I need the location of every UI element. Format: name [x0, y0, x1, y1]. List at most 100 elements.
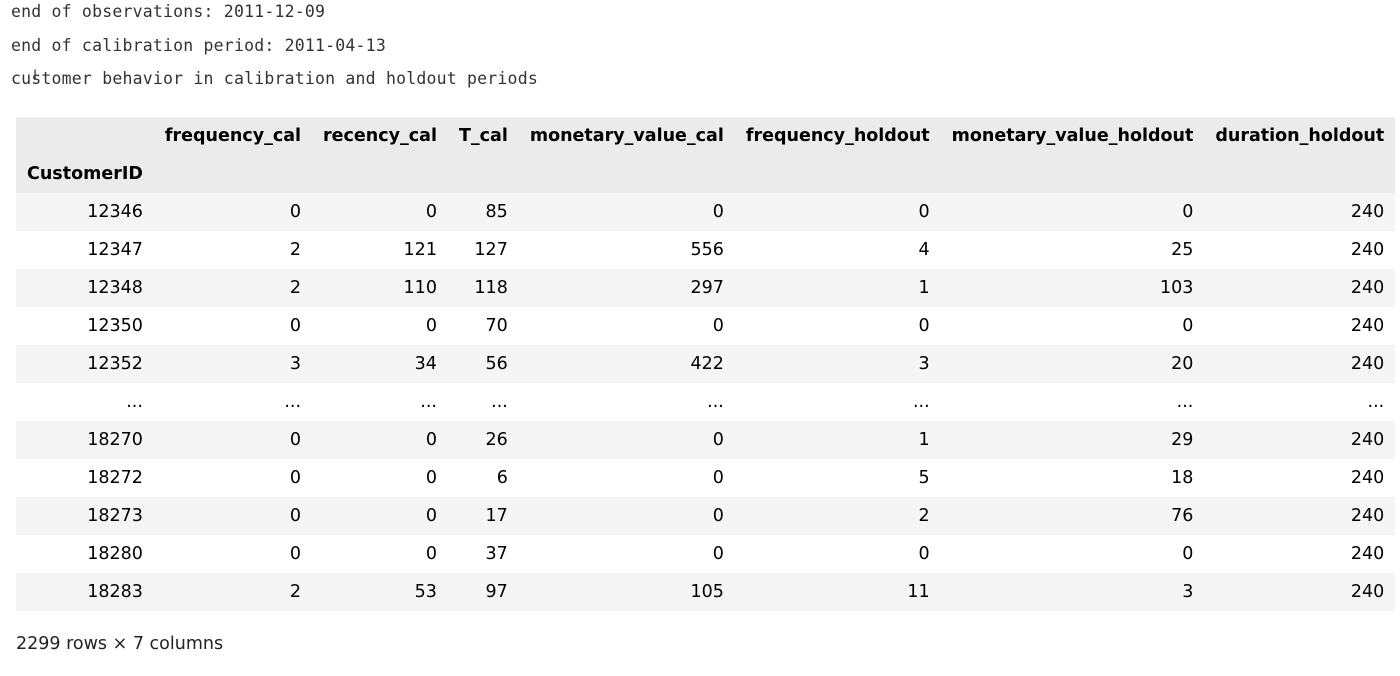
column-header: frequency_holdout	[734, 117, 941, 155]
text-cursor-icon: I	[33, 68, 38, 84]
table-cell: 240	[1204, 345, 1396, 383]
table-cell: 0	[734, 535, 941, 573]
table-cell: 1	[734, 421, 941, 459]
table-cell: 18	[940, 459, 1205, 497]
table-cell: 0	[312, 497, 448, 535]
table-cell: 0	[312, 193, 448, 231]
table-cell: 240	[1204, 231, 1396, 269]
row-index: 18283	[16, 573, 154, 611]
table-cell: ...	[518, 383, 735, 421]
table-cell: 1	[734, 269, 941, 307]
table-cell: 240	[1204, 459, 1396, 497]
row-index: 12348	[16, 269, 154, 307]
table-cell: 26	[447, 421, 519, 459]
table-cell: 0	[940, 307, 1205, 345]
table-cell: 103	[940, 269, 1205, 307]
table-cell: 240	[1204, 535, 1396, 573]
table-cell: 240	[1204, 497, 1396, 535]
table-cell: ...	[153, 383, 313, 421]
row-index: 12352	[16, 345, 154, 383]
table-cell: 3	[940, 573, 1205, 611]
table-cell: 0	[153, 193, 313, 231]
table-cell: ...	[734, 383, 941, 421]
table-cell: 0	[518, 535, 735, 573]
table-cell: 422	[518, 345, 735, 383]
table-cell: 3	[734, 345, 941, 383]
table-cell: ...	[940, 383, 1205, 421]
column-header-row: frequency_cal recency_cal T_cal monetary…	[16, 117, 1396, 155]
row-index: 18273	[16, 497, 154, 535]
table-cell: 0	[518, 497, 735, 535]
table-cell: 0	[153, 421, 313, 459]
table-cell: 0	[734, 307, 941, 345]
stdout-line: end of observations: 2011-12-09	[11, 2, 326, 21]
table-cell: 118	[447, 269, 519, 307]
table-cell: 0	[734, 193, 941, 231]
table-cell: 6	[447, 459, 519, 497]
row-index: 12347	[16, 231, 154, 269]
table-cell: 0	[312, 307, 448, 345]
table-cell: 25	[940, 231, 1205, 269]
dataframe-output: frequency_cal recency_cal T_cal monetary…	[16, 117, 1396, 611]
table-cell: ...	[312, 383, 448, 421]
table-cell: 0	[518, 193, 735, 231]
table-cell: 0	[153, 497, 313, 535]
table-cell: 105	[518, 573, 735, 611]
blank-header-cell	[1204, 155, 1396, 193]
dataframe-shape: 2299 rows × 7 columns	[16, 634, 224, 654]
table-cell: 240	[1204, 193, 1396, 231]
table-cell: 3	[153, 345, 313, 383]
table-row: 12346 0 0 85 0 0 0 240	[16, 193, 1396, 231]
table-cell: 20	[940, 345, 1205, 383]
blank-header-cell	[518, 155, 735, 193]
table-cell: 4	[734, 231, 941, 269]
table-cell: 2	[153, 269, 313, 307]
table-row: 18283 2 53 97 105 11 3 240	[16, 573, 1396, 611]
column-header: monetary_value_holdout	[940, 117, 1205, 155]
table-cell: 0	[153, 459, 313, 497]
table-cell: 240	[1204, 421, 1396, 459]
column-header: recency_cal	[312, 117, 448, 155]
table-row: ........................	[16, 383, 1396, 421]
table-cell: 2	[153, 231, 313, 269]
stdout-line: end of calibration period: 2011-04-13	[11, 35, 386, 55]
cell-output-stdout: end of observations: 2011-12-09 end of c…	[11, 0, 538, 101]
table-row: 18280 0 0 37 0 0 0 240	[16, 535, 1396, 573]
row-index: 18280	[16, 535, 154, 573]
table-cell: 56	[447, 345, 519, 383]
table-cell: 0	[518, 421, 735, 459]
table-cell: 0	[312, 459, 448, 497]
row-index: 18270	[16, 421, 154, 459]
table-cell: 0	[153, 535, 313, 573]
table-cell: 0	[153, 307, 313, 345]
table-cell: 127	[447, 231, 519, 269]
row-index: ...	[16, 383, 154, 421]
stdout-line: customer behavior in calibration and hol…	[11, 69, 538, 88]
table-cell: 70	[447, 307, 519, 345]
table-cell: 2	[153, 573, 313, 611]
table-cell: 121	[312, 231, 448, 269]
table-row: 12350 0 0 70 0 0 0 240	[16, 307, 1396, 345]
blank-header-cell	[153, 155, 313, 193]
blank-header-cell	[312, 155, 448, 193]
blank-header-cell	[447, 155, 519, 193]
table-cell: 11	[734, 573, 941, 611]
table-cell: 37	[447, 535, 519, 573]
table-cell: 17	[447, 497, 519, 535]
table-row: 12352 3 34 56 422 3 20 240	[16, 345, 1396, 383]
table-cell: 297	[518, 269, 735, 307]
row-index: 12350	[16, 307, 154, 345]
index-name: CustomerID	[16, 155, 154, 193]
column-header: frequency_cal	[153, 117, 313, 155]
table-cell: 85	[447, 193, 519, 231]
table-row: 18273 0 0 17 0 2 76 240	[16, 497, 1396, 535]
table-cell: 34	[312, 345, 448, 383]
table-cell: 0	[312, 535, 448, 573]
table-cell: 5	[734, 459, 941, 497]
column-header: T_cal	[447, 117, 519, 155]
table-cell: 2	[734, 497, 941, 535]
table-cell: 240	[1204, 269, 1396, 307]
table-body: 12346 0 0 85 0 0 0 240 12347 2 121 127 556 4 25 240 1234…	[16, 193, 1396, 611]
row-index: 18272	[16, 459, 154, 497]
table-cell: ...	[447, 383, 519, 421]
